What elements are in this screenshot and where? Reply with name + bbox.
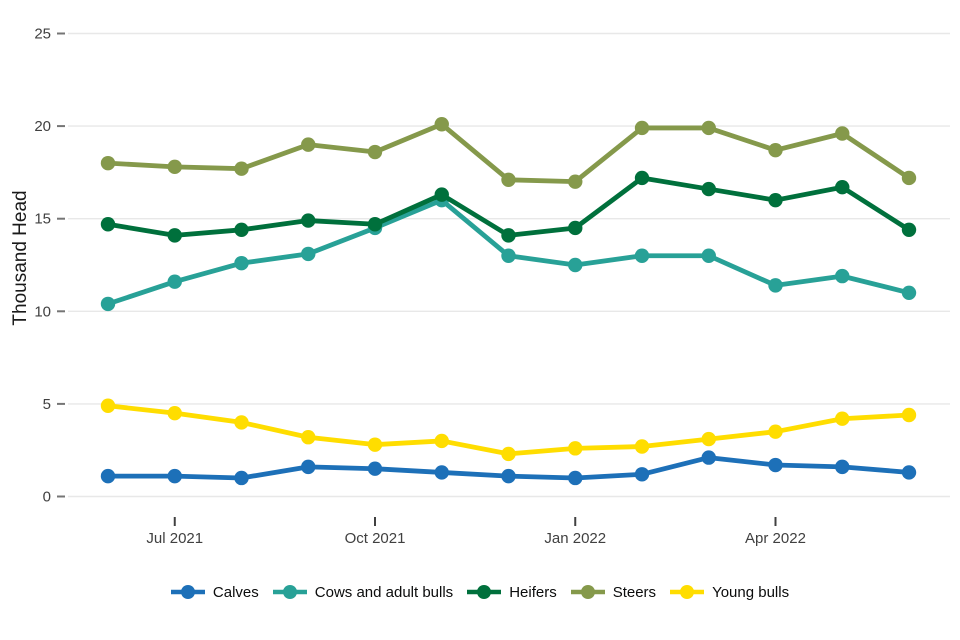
- series-point-cows-and-adult-bulls: [835, 268, 850, 284]
- series-point-steers: [501, 172, 516, 188]
- series-point-steers: [634, 120, 650, 136]
- series-point-young-bulls: [234, 415, 249, 430]
- series-point-calves: [301, 459, 316, 475]
- x-tick-label: Jan 2022: [544, 530, 606, 547]
- series-point-cows-and-adult-bulls: [901, 285, 917, 300]
- series-point-young-bulls: [701, 431, 716, 447]
- legend-key-icon: [670, 585, 705, 599]
- legend-key-icon: [570, 585, 605, 599]
- series-point-heifers: [634, 170, 650, 186]
- series-point-steers: [768, 142, 783, 158]
- series-point-calves: [501, 468, 516, 484]
- series-point-calves: [901, 465, 917, 480]
- series-point-young-bulls: [100, 398, 116, 413]
- series-point-heifers: [167, 228, 182, 243]
- series-point-young-bulls: [901, 407, 917, 423]
- series-point-steers: [701, 120, 716, 136]
- legend-item-heifers: Heifers: [467, 583, 557, 601]
- legend-label: Young bulls: [712, 583, 790, 601]
- series-point-calves: [568, 470, 583, 486]
- series-point-heifers: [701, 181, 716, 197]
- y-tick-label: 5: [43, 396, 51, 413]
- series-point-young-bulls: [634, 439, 650, 454]
- series-point-steers: [835, 126, 850, 141]
- x-tick-label: Jul 2021: [146, 530, 203, 547]
- series-point-calves: [367, 461, 383, 476]
- legend: Calves Cows and adult bulls Heifers Steers Y…: [0, 583, 960, 601]
- y-tick-label: 10: [34, 303, 51, 320]
- series-point-calves: [434, 465, 449, 480]
- series-point-calves: [701, 450, 716, 465]
- series-point-calves: [167, 468, 182, 484]
- series-point-heifers: [768, 192, 783, 208]
- legend-label: Cows and adult bulls: [314, 583, 454, 601]
- y-axis-title: Thousand Head: [10, 190, 31, 326]
- series-point-steers: [901, 170, 917, 186]
- series-point-heifers: [501, 228, 516, 243]
- series-point-calves: [234, 470, 249, 486]
- series-point-steers: [568, 174, 583, 189]
- series-point-steers: [234, 161, 249, 176]
- series-point-young-bulls: [167, 405, 182, 421]
- series-point-cows-and-adult-bulls: [100, 296, 116, 312]
- series-point-cows-and-adult-bulls: [501, 248, 516, 263]
- series-point-calves: [634, 467, 650, 482]
- series-point-heifers: [301, 213, 316, 228]
- legend-label: Steers: [612, 583, 657, 601]
- x-tick-label: Oct 2021: [345, 530, 406, 547]
- series-point-heifers: [367, 217, 383, 232]
- series-point-young-bulls: [301, 430, 316, 445]
- legend-key-icon: [272, 585, 307, 599]
- y-tick-label: 0: [43, 489, 51, 506]
- series-line-young-bulls: [107, 403, 910, 457]
- series-point-cows-and-adult-bulls: [634, 248, 650, 263]
- series-point-young-bulls: [501, 446, 516, 462]
- series-point-cows-and-adult-bulls: [234, 255, 249, 271]
- series-point-young-bulls: [568, 441, 583, 456]
- series-point-steers: [434, 117, 449, 132]
- legend-item-cows-and-adult-bulls: Cows and adult bulls: [272, 583, 454, 601]
- legend-label: Calves: [212, 583, 259, 601]
- series-point-steers: [367, 144, 383, 160]
- legend-item-calves: Calves: [170, 583, 259, 601]
- series-point-young-bulls: [434, 433, 449, 449]
- series-point-young-bulls: [768, 424, 783, 439]
- series-point-young-bulls: [835, 411, 850, 426]
- series-point-heifers: [234, 222, 249, 238]
- series-point-cows-and-adult-bulls: [568, 257, 583, 273]
- y-tick-label: 25: [34, 26, 51, 43]
- series-point-young-bulls: [367, 437, 383, 452]
- series-point-calves: [768, 457, 783, 473]
- series-point-steers: [167, 159, 182, 175]
- y-tick-label: 20: [34, 118, 51, 135]
- series-point-cows-and-adult-bulls: [167, 274, 182, 289]
- series-point-heifers: [901, 222, 917, 238]
- x-tick-label: Apr 2022: [745, 530, 806, 547]
- legend-item-steers: Steers: [570, 583, 657, 601]
- series-point-cows-and-adult-bulls: [701, 248, 716, 263]
- legend-key-icon: [170, 585, 205, 599]
- series-point-heifers: [568, 220, 583, 236]
- legend-label: Heifers: [509, 583, 557, 601]
- series-point-calves: [835, 459, 850, 475]
- series-point-steers: [100, 155, 116, 171]
- series-point-heifers: [835, 180, 850, 195]
- series-point-heifers: [100, 217, 116, 232]
- y-tick-label: 15: [34, 211, 51, 228]
- series-point-cows-and-adult-bulls: [768, 278, 783, 293]
- legend-item-young-bulls: Young bulls: [670, 583, 789, 601]
- series-point-cows-and-adult-bulls: [301, 246, 316, 262]
- series-point-steers: [301, 137, 316, 152]
- legend-key-icon: [467, 585, 502, 599]
- series-point-calves: [100, 468, 116, 484]
- series-point-heifers: [434, 187, 449, 202]
